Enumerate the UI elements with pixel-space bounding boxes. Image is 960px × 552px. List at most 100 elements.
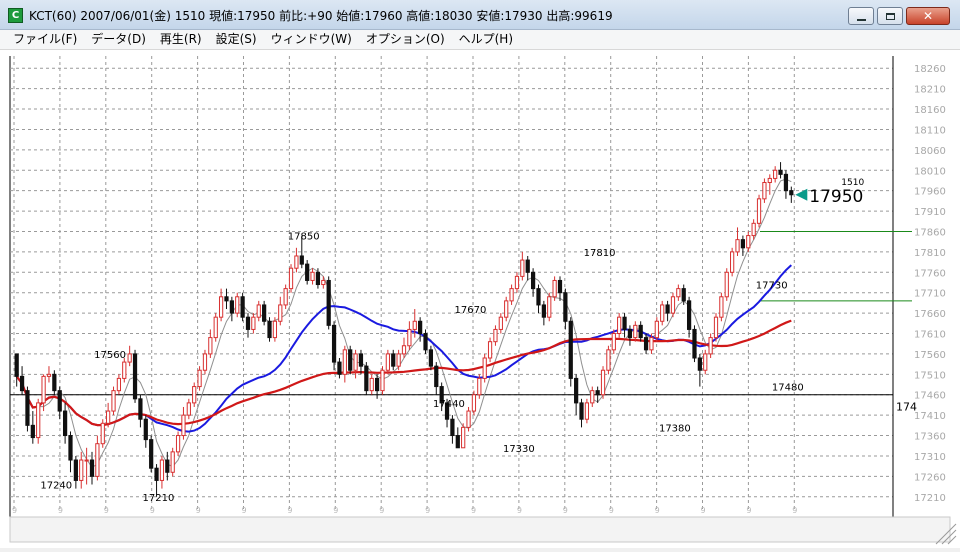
x-tick-mark: 9 — [242, 506, 247, 515]
price-annotation: 17440 — [433, 399, 465, 410]
candle-down — [439, 386, 444, 404]
candle-down — [299, 255, 304, 265]
candle-up — [396, 353, 401, 367]
candle-down — [165, 459, 170, 473]
candle-up — [213, 316, 218, 339]
candle-up — [654, 320, 659, 339]
candle-up — [283, 288, 288, 306]
x-tick-mark: 9 — [701, 506, 706, 515]
candle-up — [746, 235, 751, 249]
candle-down — [627, 328, 633, 339]
candle-up — [342, 349, 347, 375]
x-tick-mark: 9 — [58, 506, 63, 515]
candle-down — [62, 410, 68, 437]
candle-down — [455, 435, 460, 449]
current-price-marker-icon — [795, 188, 808, 201]
candle-up — [730, 251, 735, 273]
candle-down — [30, 424, 35, 439]
candle-down — [428, 349, 434, 367]
menu-help[interactable]: ヘルプ(H) — [458, 32, 514, 46]
close-button[interactable]: ✕ — [906, 7, 950, 25]
price-annotation: 17560 — [94, 350, 126, 361]
candle-down — [374, 377, 380, 392]
candle-down — [25, 390, 30, 426]
candle-down — [305, 263, 310, 281]
candle-up — [79, 459, 84, 481]
price-annotation: 17330 — [503, 444, 535, 455]
candle-up — [407, 328, 412, 347]
candle-down — [444, 402, 450, 420]
candle-up — [719, 296, 724, 318]
candle-up — [504, 300, 509, 318]
y-tick-label: 17360 — [914, 432, 946, 443]
y-tick-label: 18260 — [914, 64, 946, 75]
candle-up — [288, 267, 294, 290]
candle-up — [41, 375, 46, 404]
minimize-button[interactable] — [848, 7, 874, 25]
candle-up — [487, 341, 493, 359]
candle-down — [267, 320, 272, 339]
candle-up — [202, 353, 208, 371]
candle-down — [57, 390, 62, 412]
candle-down — [331, 324, 337, 363]
price-annotation: 17380 — [659, 423, 691, 434]
candle-down — [595, 390, 600, 396]
menu-replay[interactable]: 再生(R) — [159, 32, 202, 46]
y-tick-label: 17860 — [914, 227, 946, 238]
candle-down — [638, 324, 643, 339]
chart-window[interactable]: 17210 17260 17310 17360 17410 17460 17510 17560… — [0, 50, 960, 548]
price-annotation: 17730 — [756, 281, 788, 292]
candle-down — [434, 365, 439, 388]
menu-data[interactable]: データ(D) — [91, 32, 146, 46]
ma-long-line — [15, 319, 792, 427]
candle-up — [106, 410, 111, 424]
candle-down — [19, 375, 25, 392]
candle-down — [358, 353, 364, 367]
candle-down — [692, 328, 697, 359]
menu-options[interactable]: オプション(O) — [365, 32, 445, 46]
menu-window[interactable]: ウィンドウ(W) — [270, 32, 352, 46]
candle-up — [703, 353, 708, 371]
price-annotation: 17810 — [584, 248, 616, 259]
y-tick-label: 17710 — [914, 289, 946, 300]
x-tick-mark: 9 — [104, 506, 109, 515]
candle-up — [310, 271, 315, 281]
candle-down — [530, 271, 536, 290]
candle-up — [600, 369, 606, 396]
title-bar[interactable]: C KCT(60) 2007/06/01(金) 1510 現値:17950 前比… — [0, 0, 960, 30]
candlestick-chart[interactable]: 17210 17260 17310 17360 17410 17460 17510 17560… — [0, 50, 960, 548]
y-tick-label: 17610 — [914, 330, 946, 341]
candle-up — [660, 304, 665, 322]
candle-down — [143, 418, 148, 441]
candle-down — [536, 288, 541, 306]
candle-up — [235, 296, 240, 314]
x-tick-mark: 9 — [655, 506, 660, 515]
x-tick-mark: 9 — [609, 506, 614, 515]
candle-down — [563, 292, 568, 322]
candle-down — [229, 300, 234, 314]
candle-up — [611, 333, 616, 351]
candle-up — [412, 320, 417, 330]
x-tick-mark: 9 — [287, 506, 292, 515]
candle-up — [321, 279, 326, 286]
y-tick-label: 18060 — [914, 146, 946, 157]
candle-down — [315, 271, 321, 286]
candle-up — [208, 337, 213, 355]
candle-up — [466, 410, 471, 428]
menu-settings[interactable]: 設定(S) — [215, 32, 257, 46]
maximize-button[interactable] — [877, 7, 903, 25]
candle-up — [100, 422, 105, 445]
x-tick-mark: 9 — [12, 506, 17, 515]
candle-up — [111, 390, 116, 412]
candle-up — [122, 361, 127, 379]
price-annotation: 17240 — [40, 481, 72, 492]
candle-down — [68, 435, 73, 461]
candle-down — [681, 288, 686, 302]
candle-up — [773, 169, 778, 179]
candle-up — [477, 377, 482, 396]
candle-down — [52, 373, 57, 392]
x-tick-mark: 9 — [471, 506, 476, 515]
candle-down — [450, 418, 455, 437]
menu-file[interactable]: ファイル(F) — [13, 32, 78, 46]
candle-down — [73, 459, 78, 481]
